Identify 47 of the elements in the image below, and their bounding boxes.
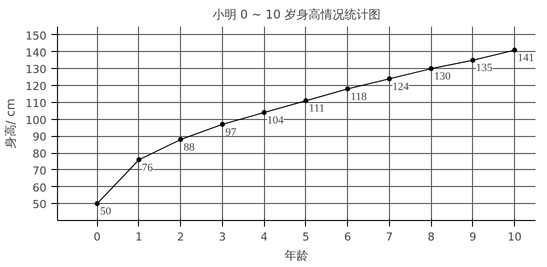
data-label: 118 — [350, 90, 368, 103]
chart-title: 小明 0 ~ 10 岁身高情况统计图 — [212, 8, 381, 22]
x-tick-label: 8 — [428, 230, 435, 244]
x-tick-label: 7 — [386, 230, 393, 244]
y-tick-label: 120 — [26, 80, 47, 94]
y-axis-title: 身高/ cm — [4, 98, 18, 149]
data-label: 141 — [518, 52, 534, 64]
data-label: 88 — [184, 142, 196, 154]
x-tick-label: 2 — [177, 230, 184, 244]
y-tick-label: 150 — [26, 29, 47, 42]
data-label: 76 — [142, 162, 154, 174]
point — [303, 98, 308, 104]
x-axis-title: 年龄 — [284, 248, 308, 262]
data-label: 130 — [434, 70, 452, 83]
point — [345, 86, 350, 92]
point — [386, 76, 392, 82]
point — [136, 157, 142, 162]
x-tick-label: 10 — [508, 230, 522, 244]
data-label: 111 — [308, 102, 325, 115]
x-tick-label: 9 — [469, 230, 476, 244]
data-label: 97 — [225, 126, 237, 138]
x-tick-label: 6 — [344, 230, 352, 244]
y-tick-label: 140 — [26, 46, 47, 60]
x-tick-label: 4 — [260, 230, 268, 244]
point — [470, 58, 476, 63]
y-tick-label: 130 — [26, 63, 47, 76]
x-tick-label: 0 — [94, 230, 101, 244]
y-tick-label: 60 — [32, 181, 47, 194]
x-tick-label: 1 — [135, 230, 142, 244]
x-tick-label: 3 — [218, 230, 226, 244]
data-label: 50 — [100, 206, 112, 218]
point — [428, 66, 434, 72]
point — [512, 48, 518, 53]
point — [94, 201, 100, 206]
y-tick-label: 90 — [32, 130, 47, 144]
point — [262, 110, 267, 116]
y-tick-label: 50 — [32, 198, 47, 212]
point — [178, 137, 184, 142]
x-tick-label: 5 — [302, 230, 310, 244]
y-tick-label: 100 — [26, 114, 47, 127]
point — [220, 122, 225, 127]
data-label: 124 — [392, 80, 410, 93]
y-tick-label: 80 — [32, 148, 47, 161]
y-tick-label: 70 — [32, 164, 47, 178]
y-tick-label: 110 — [26, 96, 47, 110]
data-label: 135 — [476, 62, 493, 74]
data-label: 104 — [267, 114, 284, 127]
